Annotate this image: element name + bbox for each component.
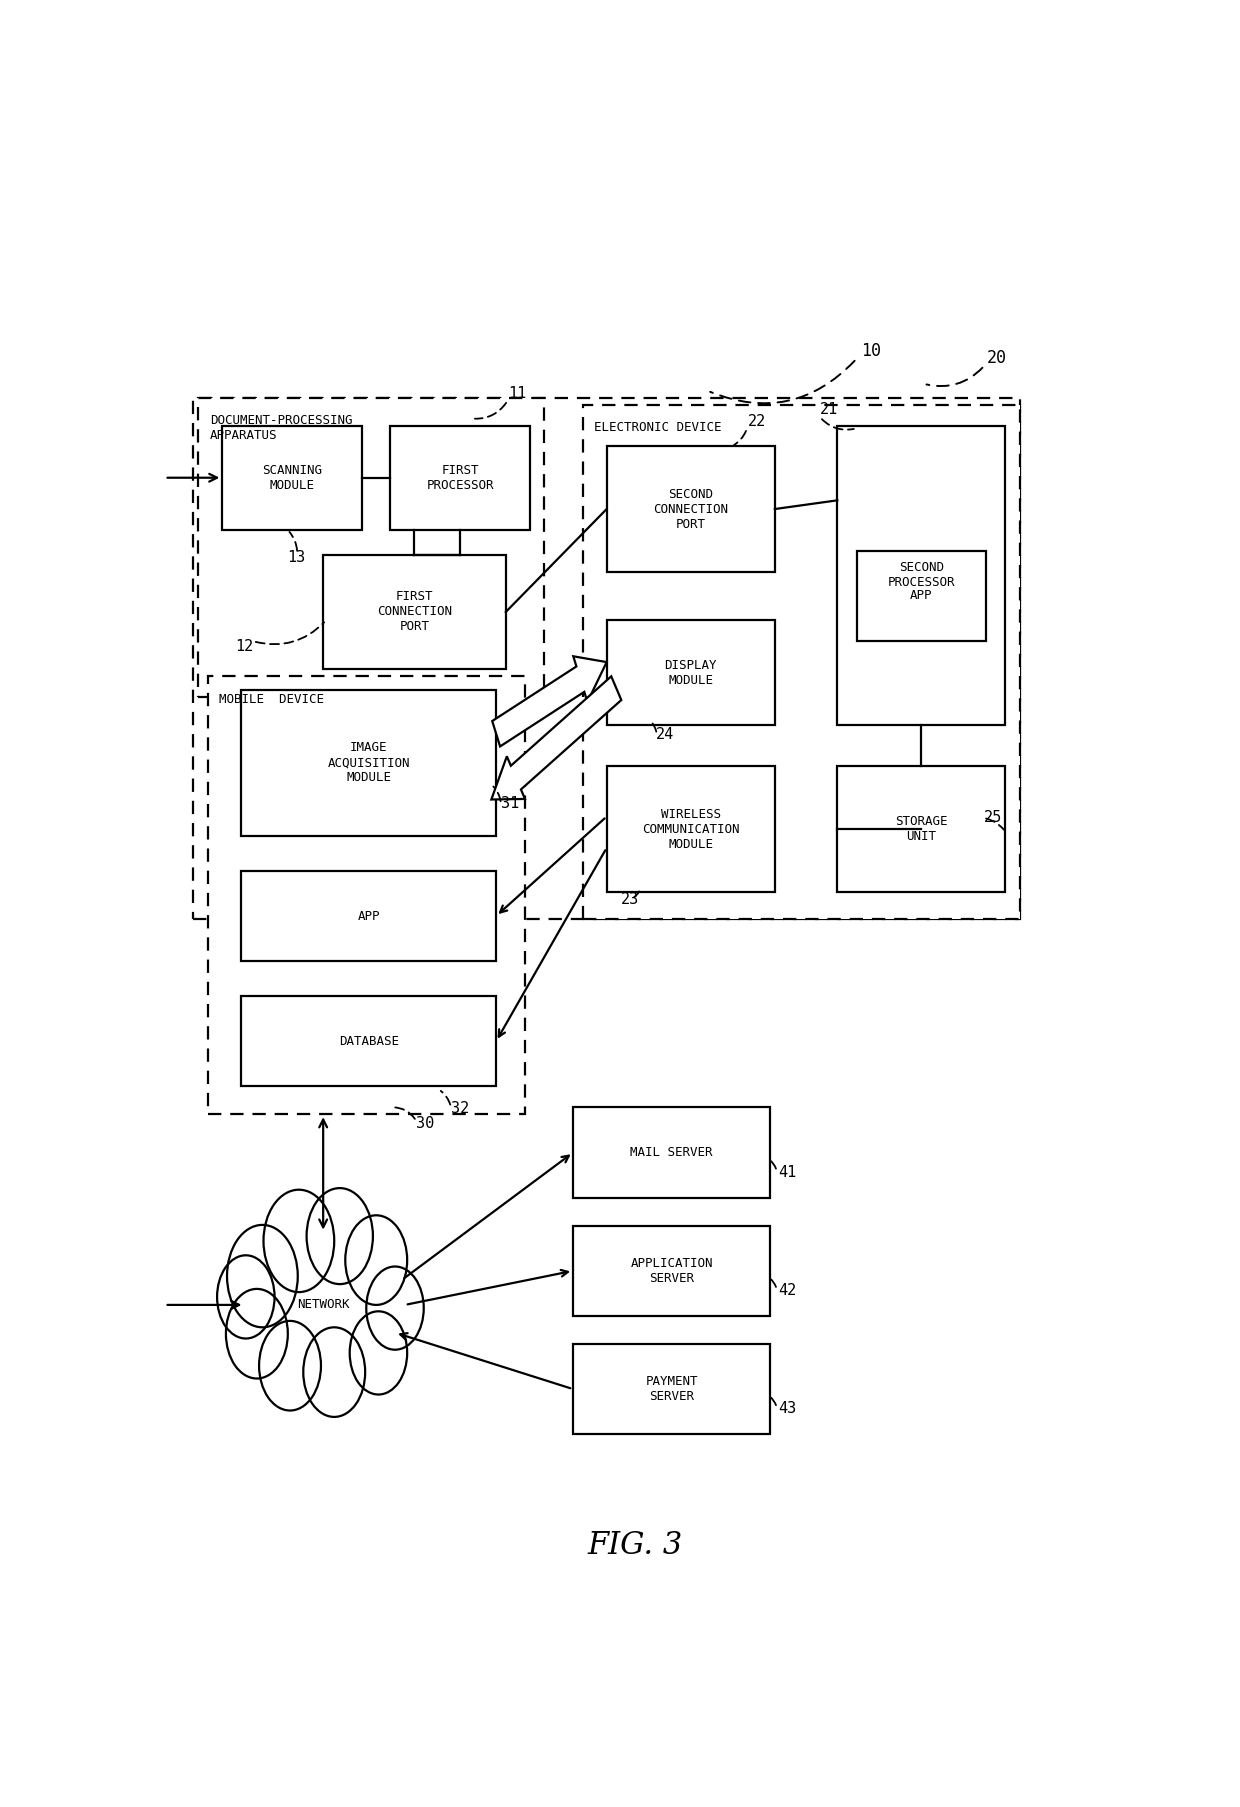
- Text: 23: 23: [621, 893, 640, 907]
- Bar: [208, 676, 525, 1115]
- Text: FIRST
CONNECTION
PORT: FIRST CONNECTION PORT: [377, 591, 451, 634]
- Circle shape: [226, 1288, 288, 1379]
- FancyArrowPatch shape: [770, 1160, 776, 1169]
- Bar: [606, 766, 775, 891]
- Text: FIRST
PROCESSOR: FIRST PROCESSOR: [427, 464, 494, 492]
- Text: PAYMENT
SERVER: PAYMENT SERVER: [645, 1375, 698, 1402]
- Text: SECOND
CONNECTION
PORT: SECOND CONNECTION PORT: [653, 488, 728, 531]
- FancyArrowPatch shape: [822, 419, 854, 430]
- Polygon shape: [492, 656, 606, 746]
- FancyArrowPatch shape: [494, 786, 501, 801]
- Text: 41: 41: [777, 1166, 796, 1180]
- FancyArrowPatch shape: [770, 1279, 776, 1287]
- Text: 32: 32: [451, 1100, 469, 1117]
- Text: 20: 20: [986, 349, 1007, 367]
- Text: 11: 11: [508, 385, 527, 401]
- Bar: [837, 766, 1006, 891]
- Bar: [242, 871, 496, 961]
- Text: WIRELESS
COMMUNICATION
MODULE: WIRELESS COMMUNICATION MODULE: [642, 808, 739, 851]
- Circle shape: [345, 1216, 407, 1305]
- Text: 24: 24: [656, 726, 673, 741]
- FancyArrowPatch shape: [770, 1397, 776, 1406]
- Bar: [606, 446, 775, 571]
- Text: DATABASE: DATABASE: [339, 1035, 399, 1048]
- Text: SECOND
PROCESSOR: SECOND PROCESSOR: [888, 562, 955, 589]
- Text: DISPLAY
MODULE: DISPLAY MODULE: [665, 658, 717, 687]
- Text: MAIL SERVER: MAIL SERVER: [630, 1146, 713, 1158]
- FancyArrowPatch shape: [652, 723, 656, 732]
- Text: APP: APP: [910, 589, 932, 602]
- Bar: [242, 690, 496, 837]
- Text: 22: 22: [748, 414, 766, 428]
- Circle shape: [259, 1321, 321, 1411]
- Circle shape: [306, 1187, 373, 1285]
- Text: 25: 25: [983, 810, 1002, 826]
- Circle shape: [366, 1267, 424, 1350]
- Circle shape: [350, 1312, 407, 1395]
- Bar: [242, 996, 496, 1086]
- Text: ELECTRONIC DEVICE: ELECTRONIC DEVICE: [594, 421, 722, 434]
- Text: STORAGE
UNIT: STORAGE UNIT: [895, 815, 947, 844]
- FancyArrowPatch shape: [440, 1091, 450, 1104]
- FancyArrowPatch shape: [475, 403, 506, 419]
- FancyArrowPatch shape: [711, 361, 854, 403]
- Circle shape: [227, 1225, 298, 1328]
- Text: FIG. 3: FIG. 3: [588, 1531, 683, 1561]
- Bar: [583, 405, 1019, 920]
- Text: NETWORK: NETWORK: [296, 1299, 350, 1312]
- Text: 43: 43: [777, 1402, 796, 1417]
- Text: APPLICATION
SERVER: APPLICATION SERVER: [630, 1258, 713, 1285]
- Bar: [573, 1108, 770, 1198]
- Bar: [573, 1225, 770, 1315]
- Bar: [857, 551, 986, 641]
- Bar: [193, 398, 1021, 920]
- Circle shape: [217, 1256, 274, 1339]
- Bar: [606, 620, 775, 725]
- Text: 42: 42: [777, 1283, 796, 1297]
- FancyArrowPatch shape: [634, 891, 639, 898]
- Text: 12: 12: [234, 640, 253, 654]
- Text: 21: 21: [820, 403, 838, 417]
- Bar: [222, 426, 362, 529]
- Bar: [391, 426, 529, 529]
- Text: MOBILE  DEVICE: MOBILE DEVICE: [219, 692, 325, 707]
- Circle shape: [263, 1189, 335, 1292]
- Polygon shape: [491, 676, 621, 799]
- Text: IMAGE
ACQUISITION
MODULE: IMAGE ACQUISITION MODULE: [327, 741, 410, 784]
- Bar: [198, 398, 544, 698]
- Text: DOCUMENT-PROCESSING
APPARATUS: DOCUMENT-PROCESSING APPARATUS: [210, 414, 352, 443]
- Text: 31: 31: [501, 797, 520, 811]
- FancyArrowPatch shape: [393, 1108, 415, 1119]
- FancyArrowPatch shape: [986, 819, 1003, 829]
- Circle shape: [304, 1328, 365, 1417]
- Bar: [837, 425, 1006, 725]
- Bar: [324, 555, 506, 669]
- FancyArrowPatch shape: [289, 531, 298, 551]
- Text: SCANNING
MODULE: SCANNING MODULE: [262, 464, 322, 492]
- Text: 10: 10: [862, 342, 882, 360]
- FancyArrowPatch shape: [734, 430, 746, 445]
- Text: 13: 13: [288, 549, 306, 566]
- Text: APP: APP: [357, 909, 381, 923]
- Text: 30: 30: [417, 1117, 435, 1131]
- FancyArrowPatch shape: [926, 369, 982, 387]
- Bar: [573, 1344, 770, 1435]
- FancyArrowPatch shape: [255, 622, 324, 645]
